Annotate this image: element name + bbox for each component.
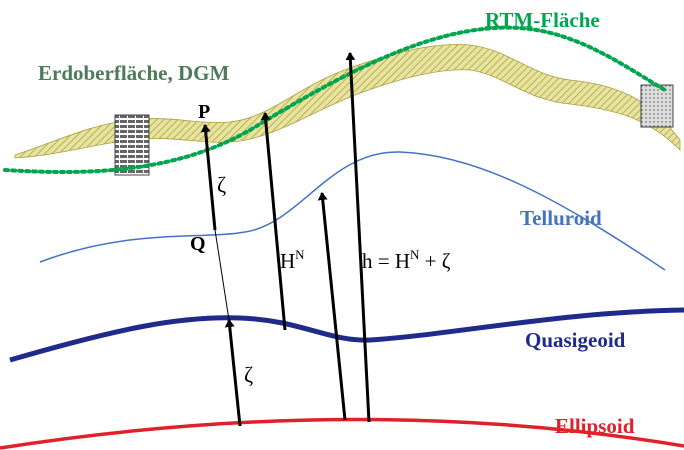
q-label: Q (190, 233, 206, 255)
zeta-upper: ζ (217, 172, 226, 197)
hn-n: N (295, 247, 305, 262)
h-formula: h = HN + ζ (362, 247, 451, 273)
arrow-hn (265, 113, 285, 330)
plumb-line (215, 230, 229, 320)
ellipsoid-label: Ellipsoid (555, 414, 635, 438)
h-left: h = H (362, 249, 410, 273)
diagram: RTM-Fläche Erdoberfläche, DGM P ζ Q HN h… (0, 0, 684, 450)
arrow-telluroid (322, 193, 345, 420)
arrow-zeta-lower (229, 320, 240, 426)
rtm-label: RTM-Fläche (485, 8, 600, 32)
rtm-block (641, 85, 673, 127)
h-right: + ζ (419, 249, 450, 273)
arrow-h (350, 53, 369, 422)
hn-label: HN (280, 247, 305, 273)
hn-h: H (280, 249, 295, 273)
quasigeoid-label: Quasigeoid (525, 328, 626, 352)
zeta-lower: ζ (244, 362, 253, 387)
surface-label: Erdoberfläche, DGM (38, 61, 229, 85)
telluroid-label: Telluroid (520, 206, 602, 230)
p-label: P (198, 101, 210, 123)
